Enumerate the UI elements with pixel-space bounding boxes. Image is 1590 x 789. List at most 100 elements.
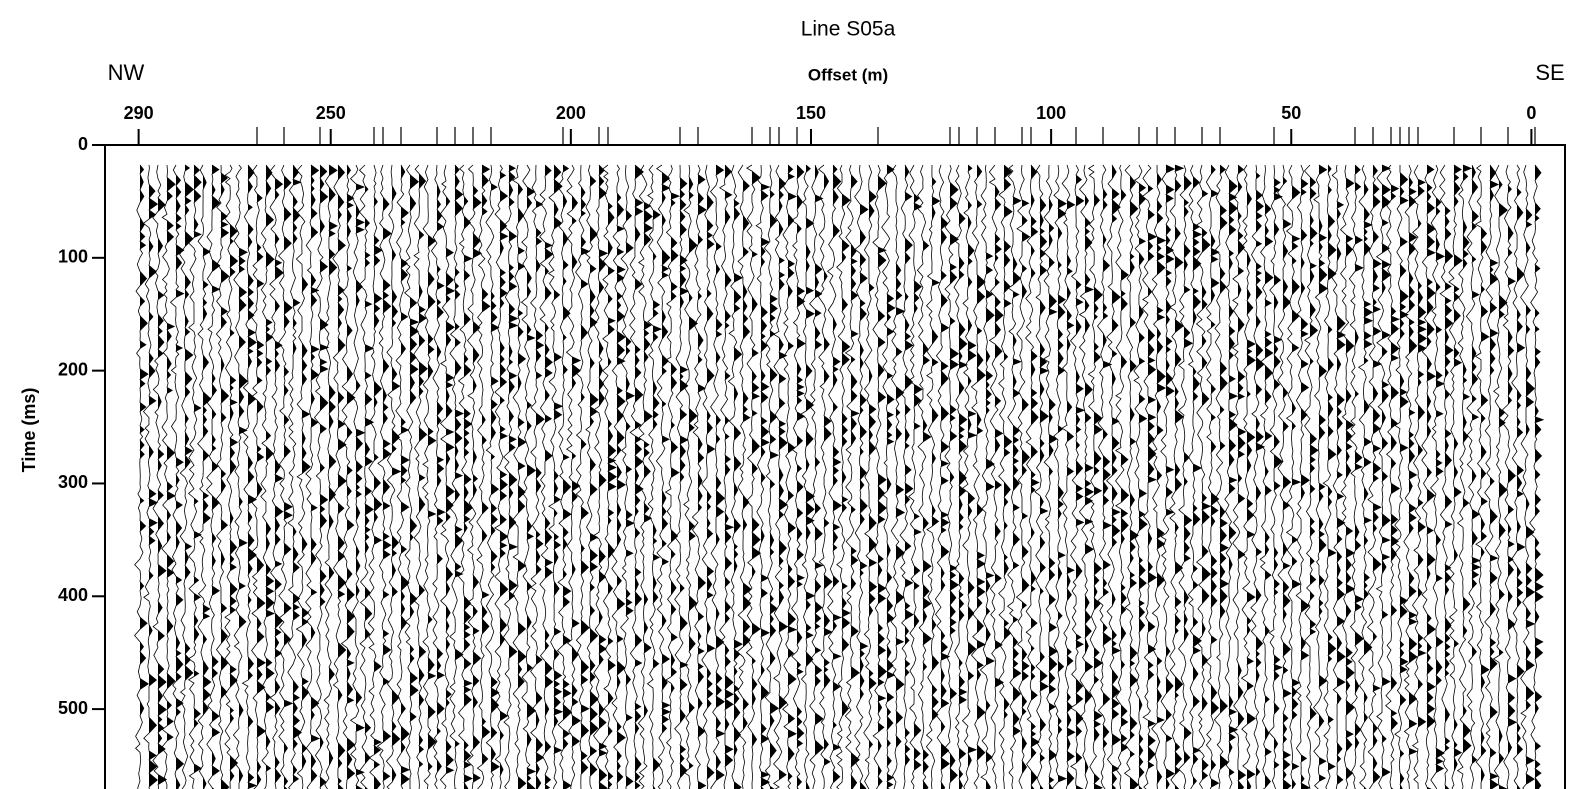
trace-fill — [1076, 175, 1085, 789]
trace-fill — [1148, 185, 1157, 769]
trace — [1042, 164, 1059, 789]
trace — [1195, 164, 1212, 789]
trace — [556, 164, 572, 789]
trace-fill — [1283, 177, 1291, 789]
trace-fill — [932, 177, 940, 721]
trace — [1339, 164, 1356, 789]
trace-fill — [986, 252, 995, 789]
trace — [736, 164, 752, 789]
trace-fill — [149, 184, 158, 787]
trace-fill — [284, 175, 293, 789]
trace — [826, 164, 843, 789]
trace-fill — [599, 165, 608, 789]
y-tick-label: 0 — [78, 134, 88, 154]
trace — [305, 164, 321, 789]
trace-fill — [347, 165, 355, 780]
trace-fill — [950, 182, 959, 783]
trace-fill — [1193, 176, 1202, 786]
trace-fill — [608, 202, 617, 789]
plot-frame — [104, 144, 1566, 789]
trace-fill — [1094, 193, 1103, 789]
trace-fill — [806, 165, 815, 789]
trace-fill — [815, 165, 824, 756]
trace-fill — [833, 165, 842, 783]
trace-fill — [428, 235, 437, 771]
trace-fill — [1301, 178, 1310, 789]
trace-fill — [1184, 175, 1193, 789]
trace-fill — [1238, 165, 1246, 789]
annotation: NW — [108, 60, 145, 85]
trace-fill — [1445, 206, 1453, 789]
trace-fill — [716, 165, 725, 781]
trace-fill — [194, 165, 202, 773]
trace-fill — [824, 173, 832, 766]
trace-fill — [1454, 165, 1463, 772]
trace — [925, 164, 941, 789]
trace-fill — [797, 165, 805, 789]
trace — [1322, 164, 1337, 789]
trace-fill — [743, 179, 752, 730]
trace-fill — [635, 165, 644, 789]
trace — [187, 164, 202, 789]
trace-fill — [527, 186, 536, 789]
trace-fill — [1202, 190, 1211, 781]
trace-fill — [365, 185, 374, 789]
trace — [260, 164, 275, 789]
x-tick-label: 250 — [316, 103, 346, 123]
trace-fill — [671, 192, 680, 693]
trace-fill — [275, 178, 284, 784]
y-tick-label: 400 — [58, 585, 88, 605]
trace — [1114, 164, 1130, 789]
trace-fill — [1328, 165, 1336, 771]
trace — [763, 164, 780, 789]
trace — [1250, 164, 1266, 789]
trace-fill — [1499, 180, 1508, 789]
trace-fill — [1373, 165, 1382, 784]
trace-fill — [1157, 173, 1166, 784]
trace-fill — [842, 194, 851, 717]
trace-fill — [1292, 185, 1301, 789]
trace-fill — [509, 165, 518, 659]
trace-fill — [1472, 165, 1480, 764]
trace-fill — [1139, 183, 1148, 789]
annotation: SE — [1535, 60, 1564, 85]
trace-fill — [698, 174, 707, 789]
trace — [1051, 164, 1068, 789]
trace — [1439, 164, 1454, 789]
trace-fill — [617, 193, 626, 783]
trace-fill — [1022, 199, 1030, 774]
trace — [1259, 164, 1274, 789]
trace — [142, 164, 159, 789]
trace — [682, 164, 698, 789]
trace — [160, 164, 176, 789]
trace-fill — [329, 165, 337, 766]
trace-fill — [734, 199, 743, 789]
trace-fill — [662, 172, 670, 734]
trace — [646, 164, 663, 789]
trace — [637, 164, 653, 789]
trace — [889, 164, 906, 789]
trace-fill — [356, 183, 365, 789]
trace-fill — [176, 174, 184, 789]
trace-fill — [203, 175, 211, 789]
trace — [817, 164, 833, 789]
trace-fill — [1517, 188, 1525, 789]
trace — [376, 164, 392, 789]
trace-fill — [518, 183, 526, 789]
trace-fill — [401, 165, 410, 785]
trace-fill — [167, 177, 176, 741]
trace-fill — [1004, 165, 1012, 719]
trace-fill — [1130, 175, 1139, 789]
trace-fill — [1229, 179, 1238, 776]
trace — [134, 164, 150, 789]
x-tick-label: 100 — [1036, 103, 1066, 123]
trace-fill — [1481, 227, 1489, 783]
y-tick-label: 100 — [58, 247, 88, 267]
trace — [782, 164, 798, 789]
trace-fill — [1112, 165, 1121, 789]
trace — [1268, 164, 1283, 789]
trace-fill — [725, 165, 734, 767]
trace-fill — [1265, 203, 1273, 788]
trace — [916, 164, 932, 789]
trace-fill — [248, 165, 257, 789]
